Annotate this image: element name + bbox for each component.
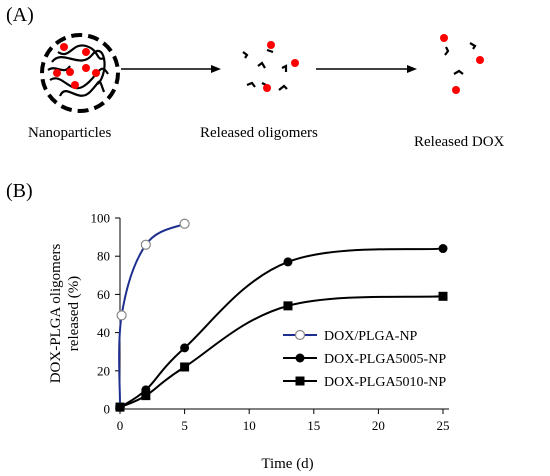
y-tick-label: 100 — [91, 211, 111, 226]
nanoparticle-illustration — [40, 33, 484, 113]
y-axis-label: released (%) — [66, 276, 82, 351]
data-point-series-2 — [283, 301, 293, 311]
y-tick-label: 40 — [97, 325, 110, 340]
step-label-nanoparticles: Nanoparticles — [28, 125, 112, 141]
y-tick-label: 0 — [104, 402, 111, 417]
y-axis-label: DOX-PLGA oligomers — [48, 244, 64, 384]
data-point-series-1 — [180, 343, 190, 353]
data-point-series-0 — [179, 218, 190, 229]
data-point-series-2 — [180, 362, 190, 372]
data-point-series-0 — [116, 310, 127, 321]
nanoparticle-icon — [40, 33, 120, 113]
x-tick-label: 10 — [243, 418, 256, 433]
legend-label: DOX-PLGA5005-NP — [324, 352, 446, 367]
step-label-released-oligomers: Released oligomers — [200, 125, 318, 141]
x-tick-label: 5 — [181, 418, 188, 433]
legend-label: DOX-PLGA5010-NP — [324, 375, 446, 390]
legend-marker — [294, 329, 306, 341]
data-point-series-0 — [140, 239, 151, 250]
panel-a-label: (A) — [6, 4, 34, 26]
y-tick-label: 60 — [97, 287, 110, 302]
x-tick-label: 25 — [437, 418, 450, 433]
x-tick-label: 0 — [117, 418, 124, 433]
x-axis-label: Time (d) — [261, 456, 313, 472]
panel-b-label: (B) — [6, 180, 33, 202]
data-point-series-2 — [141, 391, 151, 401]
legend-label: DOX/PLGA-NP — [324, 329, 418, 344]
arrow-right-icon — [316, 65, 417, 73]
series-line-0 — [118, 222, 186, 408]
y-tick-label: 20 — [97, 363, 110, 378]
oligomers-icon — [242, 41, 299, 92]
data-point-series-2 — [115, 402, 125, 412]
data-point-series-2 — [438, 291, 448, 301]
x-tick-label: 15 — [307, 418, 320, 433]
legend-marker — [295, 376, 305, 386]
x-tick-label: 20 — [372, 418, 385, 433]
dox-released-icon — [440, 34, 484, 94]
data-point-series-1 — [283, 257, 293, 267]
data-point-series-1 — [438, 244, 448, 254]
step-label-released-dox: Released DOX — [414, 134, 505, 150]
arrow-right-icon — [121, 65, 221, 73]
legend-marker — [295, 353, 305, 363]
y-tick-label: 80 — [97, 249, 110, 264]
